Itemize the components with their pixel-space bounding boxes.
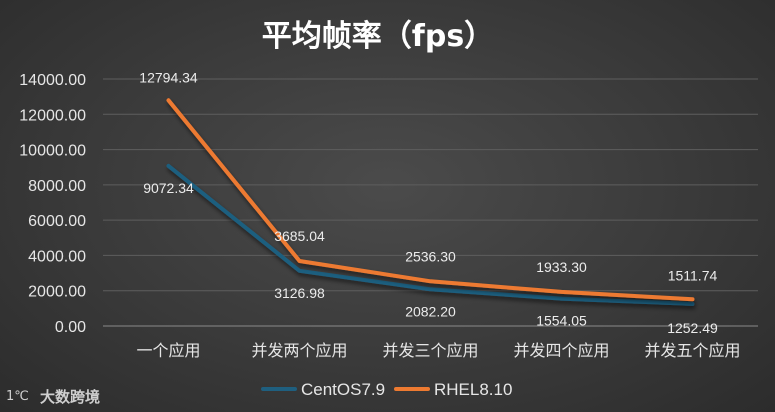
y-tick-label: 2000.00 [28,284,86,301]
watermark: 1℃ 大数跨境 [6,388,100,406]
y-tick-label: 4000.00 [28,248,86,265]
y-tick-label: 12000.00 [19,107,86,124]
data-label: 1252.49 [667,320,718,336]
legend-label: CentOS7.9 [301,380,385,399]
data-label: 2082.20 [405,303,456,319]
legend: CentOS7.9 RHEL8.10 [261,380,512,399]
x-category-label: 并发四个应用 [513,341,609,360]
x-category-label: 一个应用 [136,341,200,360]
data-label: 1554.05 [536,313,587,329]
data-label: 3126.98 [274,285,325,301]
watermark-text: 大数跨境 [40,388,100,406]
data-label: 1511.74 [668,267,718,283]
chart-title: 平均帧率（fps） [262,19,494,54]
y-tick-label: 8000.00 [28,178,86,195]
y-tick-label: 14000.00 [19,72,86,89]
series-line-rhel [166,98,695,302]
x-category-label: 并发三个应用 [382,341,478,360]
y-tick-label: 6000.00 [28,213,86,230]
data-labels: 9072.34 3126.98 2082.20 1554.05 1252.49 12794… [139,69,718,336]
data-label: 12794.34 [139,69,198,85]
series-line-centos [166,163,695,306]
watermark-logo: 1℃ [6,389,29,404]
x-axis-categories: 一个应用 并发两个应用 并发三个应用 并发四个应用 并发五个应用 [136,341,740,360]
gridlines [103,78,758,327]
x-category-label: 并发两个应用 [251,341,347,360]
y-tick-label: 10000.00 [19,143,86,160]
data-label: 9072.34 [143,180,194,196]
data-label: 2536.30 [405,248,456,264]
x-category-label: 并发五个应用 [644,341,740,360]
legend-label: RHEL8.10 [434,380,512,399]
series-lines [166,98,695,306]
y-tick-label: 0.00 [55,319,86,336]
data-label: 3685.04 [274,228,325,244]
y-axis-ticks: 0.00 2000.00 4000.00 6000.00 8000.00 10000.00… [19,72,86,336]
data-label: 1933.30 [536,259,587,275]
